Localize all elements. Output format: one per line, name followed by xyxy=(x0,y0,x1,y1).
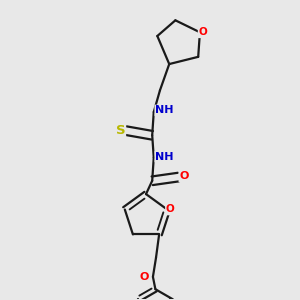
Text: O: O xyxy=(179,171,189,182)
Text: O: O xyxy=(199,27,207,37)
Text: S: S xyxy=(116,124,125,136)
Text: NH: NH xyxy=(155,152,174,162)
Text: NH: NH xyxy=(155,106,174,116)
Text: O: O xyxy=(140,272,149,283)
Text: O: O xyxy=(166,205,175,214)
